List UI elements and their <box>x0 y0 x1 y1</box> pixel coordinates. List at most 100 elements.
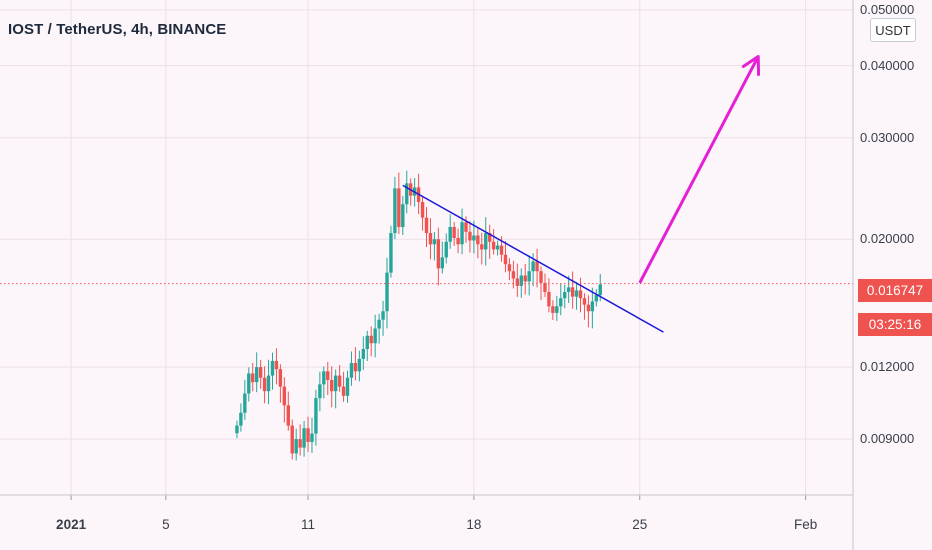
candle-body <box>337 375 342 387</box>
candle-body <box>361 349 366 359</box>
grid-lines <box>0 0 853 500</box>
x-tick-label: 5 <box>162 517 170 532</box>
candle-body <box>476 235 480 245</box>
candle-body <box>341 386 346 396</box>
candle-body <box>507 264 512 272</box>
candle-body <box>282 386 287 406</box>
candle-body <box>551 306 555 313</box>
candle-body <box>563 291 567 299</box>
candle-body <box>258 367 263 378</box>
candle-body <box>464 222 468 232</box>
candle-body <box>468 231 472 241</box>
candle-body <box>428 233 433 245</box>
candle-body <box>519 275 523 286</box>
candle-body <box>393 188 397 234</box>
candle-body <box>318 384 322 399</box>
candle-body <box>444 241 448 258</box>
candle-body <box>566 287 571 292</box>
chart-title: IOST / TetherUS, 4h, BINANCE <box>8 21 227 38</box>
candle-body <box>247 373 251 394</box>
candle-body <box>345 377 350 396</box>
candle-body <box>326 371 330 380</box>
candle-body <box>543 282 547 292</box>
candle-body <box>381 311 385 320</box>
candle-body <box>555 306 559 313</box>
candle-body <box>487 233 492 242</box>
candle-body <box>270 360 275 376</box>
y-tick-label: 0.030000 <box>860 129 915 145</box>
candle-body <box>511 271 516 279</box>
candle-body <box>239 412 243 426</box>
candle-body <box>262 377 267 392</box>
candle-body <box>397 188 401 228</box>
candle-body <box>405 183 409 205</box>
candle-body <box>531 261 535 272</box>
arrow-line <box>638 55 760 284</box>
trendline <box>402 184 664 333</box>
candle-series <box>235 170 602 461</box>
candle-body <box>570 287 575 297</box>
candle-body <box>448 227 452 242</box>
candle-body <box>254 367 259 383</box>
arrow-head <box>741 54 761 76</box>
candle-body <box>298 439 302 448</box>
candle-body <box>278 369 283 387</box>
candle-body <box>527 271 531 282</box>
candle-body <box>586 304 591 312</box>
candle-body <box>266 375 271 392</box>
candle-body <box>353 362 358 372</box>
candle-body <box>495 245 500 250</box>
last-price-tag: 0.016747 <box>858 279 932 302</box>
price-unit-button[interactable]: USDT <box>870 18 916 42</box>
candle-body <box>294 439 298 454</box>
candle-body <box>484 233 488 250</box>
candle-body <box>424 217 429 234</box>
candle-body <box>432 239 437 245</box>
candle-body <box>251 373 255 383</box>
candle-body <box>594 295 599 302</box>
candle-body <box>385 272 389 312</box>
candle-body <box>515 278 520 286</box>
candle-body <box>322 371 326 385</box>
candle-body <box>235 425 239 434</box>
candle-body <box>243 393 247 413</box>
candle-body <box>389 233 393 273</box>
candle-body <box>302 428 306 448</box>
y-tick-label: 0.012000 <box>860 359 915 375</box>
bar-countdown-tag: 03:25:16 <box>858 313 932 336</box>
candle-body <box>290 425 294 454</box>
candle-body <box>310 433 314 442</box>
candle-body <box>365 335 369 350</box>
candle-body <box>286 405 290 426</box>
candle-body <box>574 290 579 297</box>
candle-body <box>547 291 551 307</box>
candle-body <box>491 241 496 250</box>
candle-body <box>436 239 441 269</box>
y-tick-label: 0.020000 <box>860 231 915 247</box>
candle-body <box>274 360 279 370</box>
y-tick-label: 0.040000 <box>860 57 915 73</box>
candle-body <box>456 237 460 245</box>
candle-body <box>306 428 310 442</box>
candle-body <box>369 335 373 344</box>
candle-body <box>559 298 563 307</box>
candle-body <box>598 284 602 296</box>
candle-body <box>401 204 405 228</box>
y-tick-label: 0.009000 <box>860 431 915 447</box>
candle-body <box>330 379 334 392</box>
candle-body <box>582 298 587 305</box>
y-tick-label: 0.050000 <box>860 1 915 17</box>
candle-body <box>460 222 464 245</box>
candle-body <box>539 271 543 283</box>
drawing-annotations <box>402 54 761 333</box>
x-tick-label: Feb <box>793 517 818 532</box>
candle-body <box>535 261 539 272</box>
x-tick-label: 25 <box>632 517 648 532</box>
candle-body <box>590 301 595 312</box>
candle-body <box>523 275 527 282</box>
x-tick-label: 18 <box>466 517 482 532</box>
candle-body <box>503 254 508 265</box>
x-tick-label: 2021 <box>56 517 87 532</box>
